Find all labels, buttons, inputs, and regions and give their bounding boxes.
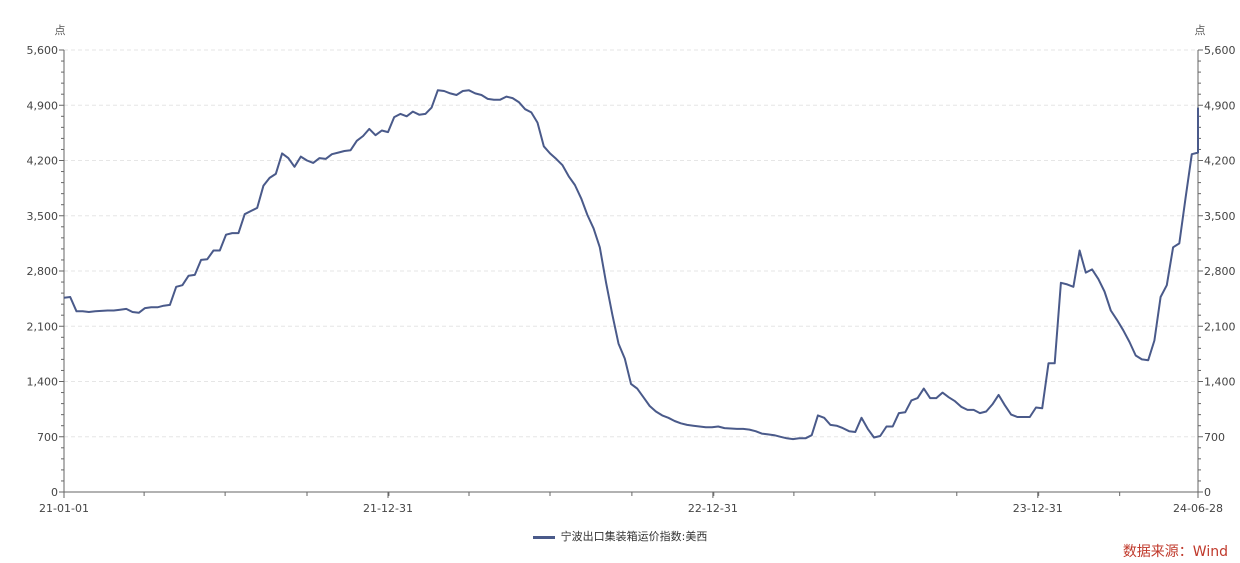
y-tick-label-left: 1,400 bbox=[27, 376, 59, 389]
gridlines bbox=[64, 49, 1198, 438]
x-tick-label: 21-01-01 bbox=[39, 502, 89, 515]
data-source: 数据来源：Wind bbox=[1122, 544, 1228, 560]
y-tick-label-left: 3,500 bbox=[27, 210, 59, 223]
y-tick-label-left: 0 bbox=[51, 486, 58, 499]
y-tick-label-right: 3,500 bbox=[1204, 210, 1236, 223]
series-line bbox=[63, 89, 1199, 441]
y-tick-label-left: 4,200 bbox=[27, 155, 59, 168]
y-tick-label-left: 700 bbox=[37, 431, 58, 444]
x-tick-label: 23-12-31 bbox=[1013, 502, 1063, 515]
y-tick-label-left: 2,800 bbox=[27, 265, 59, 278]
series-group bbox=[63, 89, 1199, 441]
y-tick-label-left: 5,600 bbox=[27, 44, 59, 57]
y-unit-right: 点 bbox=[1195, 24, 1206, 37]
y-tick-label-right: 4,200 bbox=[1204, 155, 1236, 168]
ticks: 0 0 700 700 1,400 1,400 2,100 2,100 2,800 2,800 3,… bbox=[27, 44, 1236, 515]
legend-label: 宁波出口集装箱运价指数:美西 bbox=[560, 530, 708, 543]
y-tick-label-right: 4,900 bbox=[1204, 99, 1236, 112]
y-unit-left: 点 bbox=[55, 24, 66, 37]
y-tick-label-left: 4,900 bbox=[27, 99, 59, 112]
y-tick-label-right: 2,800 bbox=[1204, 265, 1236, 278]
y-tick-label-right: 5,600 bbox=[1204, 44, 1236, 57]
y-tick-label-left: 2,100 bbox=[27, 320, 59, 333]
x-tick-label: 24-06-28 bbox=[1173, 502, 1223, 515]
x-tick-label: 21-12-31 bbox=[363, 502, 413, 515]
y-tick-label-right: 2,100 bbox=[1204, 320, 1236, 333]
y-tick-label-right: 1,400 bbox=[1204, 376, 1236, 389]
y-tick-label-right: 700 bbox=[1204, 431, 1225, 444]
y-tick-label-right: 0 bbox=[1204, 486, 1211, 499]
legend: 宁波出口集装箱运价指数:美西 bbox=[0, 528, 1240, 544]
legend-swatch bbox=[532, 535, 555, 539]
x-tick-label: 22-12-31 bbox=[688, 502, 738, 515]
